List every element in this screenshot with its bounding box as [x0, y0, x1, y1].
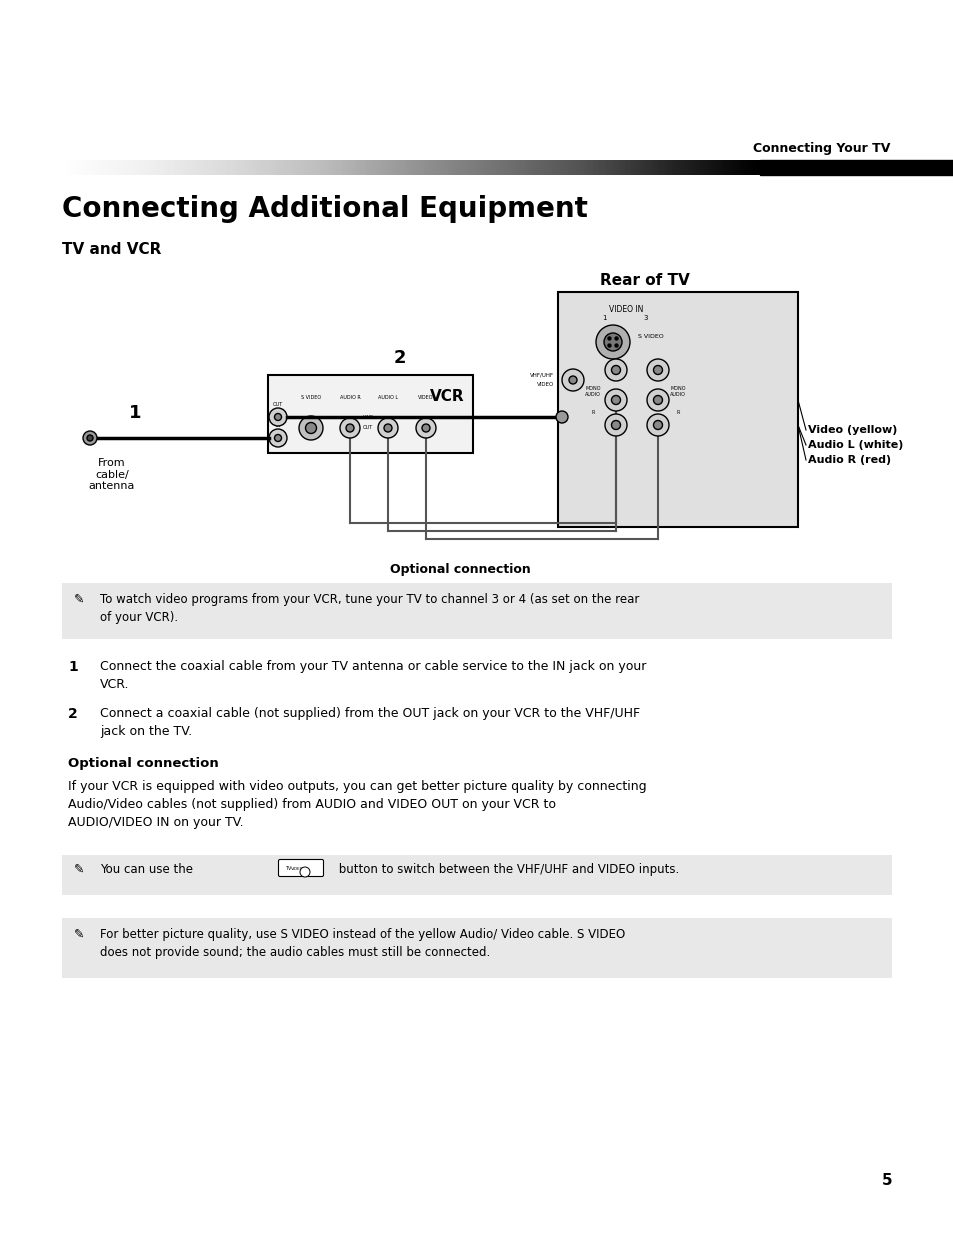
Circle shape — [646, 359, 668, 382]
Text: TV and VCR: TV and VCR — [62, 242, 161, 257]
Text: ✎: ✎ — [74, 927, 85, 941]
Bar — [268, 375, 473, 453]
Text: R: R — [591, 410, 594, 415]
Circle shape — [604, 389, 626, 411]
Text: Optional connection: Optional connection — [389, 563, 530, 576]
Text: VHF/UHF: VHF/UHF — [529, 373, 554, 378]
FancyBboxPatch shape — [278, 860, 323, 877]
Circle shape — [83, 431, 97, 445]
Text: 1: 1 — [129, 404, 141, 422]
Text: To watch video programs from your VCR, tune your TV to channel 3 or 4 (as set on: To watch video programs from your VCR, t… — [100, 593, 639, 624]
Bar — [62, 855, 891, 895]
Text: From
cable/
antenna: From cable/ antenna — [89, 458, 135, 492]
Circle shape — [339, 417, 359, 438]
Text: IN: IN — [275, 424, 280, 429]
Circle shape — [269, 429, 287, 447]
Text: Connect the coaxial cable from your TV antenna or cable service to the IN jack o: Connect the coaxial cable from your TV a… — [100, 659, 646, 692]
Text: VIDEO: VIDEO — [537, 383, 554, 388]
Text: 2: 2 — [68, 706, 77, 721]
Circle shape — [653, 420, 661, 430]
Text: Optional connection: Optional connection — [68, 757, 218, 769]
Text: Audio L (white): Audio L (white) — [807, 440, 902, 450]
Text: You can use the: You can use the — [100, 863, 196, 876]
Circle shape — [87, 435, 92, 441]
Circle shape — [611, 395, 619, 405]
Circle shape — [346, 424, 354, 432]
Text: MONO
AUDIO: MONO AUDIO — [584, 387, 600, 398]
Circle shape — [561, 369, 583, 391]
Circle shape — [269, 408, 287, 426]
Circle shape — [421, 424, 430, 432]
Bar — [760, 161, 953, 175]
Circle shape — [377, 417, 397, 438]
Circle shape — [646, 414, 668, 436]
Circle shape — [299, 867, 310, 877]
Circle shape — [615, 337, 618, 340]
Text: Connect a coaxial cable (not supplied) from the OUT jack on your VCR to the VHF/: Connect a coaxial cable (not supplied) f… — [100, 706, 639, 739]
Circle shape — [615, 345, 618, 347]
Circle shape — [596, 325, 629, 359]
Circle shape — [653, 395, 661, 405]
Circle shape — [604, 359, 626, 382]
Text: Connecting Your TV: Connecting Your TV — [752, 142, 889, 156]
Text: S VIDEO: S VIDEO — [638, 333, 663, 338]
Bar — [62, 583, 891, 638]
Text: AUDIO R: AUDIO R — [339, 395, 360, 400]
Text: ✎: ✎ — [74, 863, 85, 876]
Circle shape — [646, 389, 668, 411]
Circle shape — [603, 333, 621, 351]
Circle shape — [305, 422, 316, 433]
Text: 1: 1 — [68, 659, 77, 674]
Bar — [558, 291, 797, 527]
Text: VIDEO: VIDEO — [291, 867, 304, 871]
Text: VCR: VCR — [430, 389, 464, 404]
Text: ✎: ✎ — [74, 593, 85, 606]
Text: Connecting Additional Equipment: Connecting Additional Equipment — [62, 195, 587, 224]
Text: AUDIO L: AUDIO L — [377, 395, 397, 400]
Text: VIDEO: VIDEO — [417, 395, 434, 400]
Text: MONO
AUDIO: MONO AUDIO — [669, 387, 685, 398]
Text: S VIDEO: S VIDEO — [300, 395, 321, 400]
Text: OUT: OUT — [362, 425, 373, 430]
Text: For better picture quality, use S VIDEO instead of the yellow Audio/ Video cable: For better picture quality, use S VIDEO … — [100, 927, 624, 960]
Text: 3: 3 — [643, 315, 648, 321]
Text: 2: 2 — [394, 350, 406, 367]
Circle shape — [607, 337, 610, 340]
Text: button to switch between the VHF/UHF and VIDEO inputs.: button to switch between the VHF/UHF and… — [335, 863, 679, 876]
Circle shape — [607, 345, 610, 347]
Circle shape — [611, 366, 619, 374]
Text: TV: TV — [285, 867, 291, 872]
Text: R: R — [676, 410, 679, 415]
Text: Video (yellow): Video (yellow) — [807, 425, 897, 435]
Circle shape — [556, 411, 567, 424]
Bar — [62, 918, 891, 978]
Circle shape — [274, 435, 281, 441]
Circle shape — [298, 416, 323, 440]
Circle shape — [274, 414, 281, 420]
Circle shape — [653, 366, 661, 374]
Circle shape — [611, 420, 619, 430]
Text: 5: 5 — [881, 1173, 891, 1188]
Text: Rear of TV: Rear of TV — [599, 273, 689, 288]
Text: OUT: OUT — [273, 403, 283, 408]
Text: VIDEO IN: VIDEO IN — [608, 305, 642, 314]
Circle shape — [568, 375, 577, 384]
Circle shape — [604, 414, 626, 436]
Text: 1: 1 — [601, 315, 605, 321]
Text: LINE: LINE — [362, 415, 374, 420]
Text: Audio R (red): Audio R (red) — [807, 454, 890, 466]
Circle shape — [384, 424, 392, 432]
Circle shape — [416, 417, 436, 438]
Text: If your VCR is equipped with video outputs, you can get better picture quality b: If your VCR is equipped with video outpu… — [68, 781, 646, 829]
